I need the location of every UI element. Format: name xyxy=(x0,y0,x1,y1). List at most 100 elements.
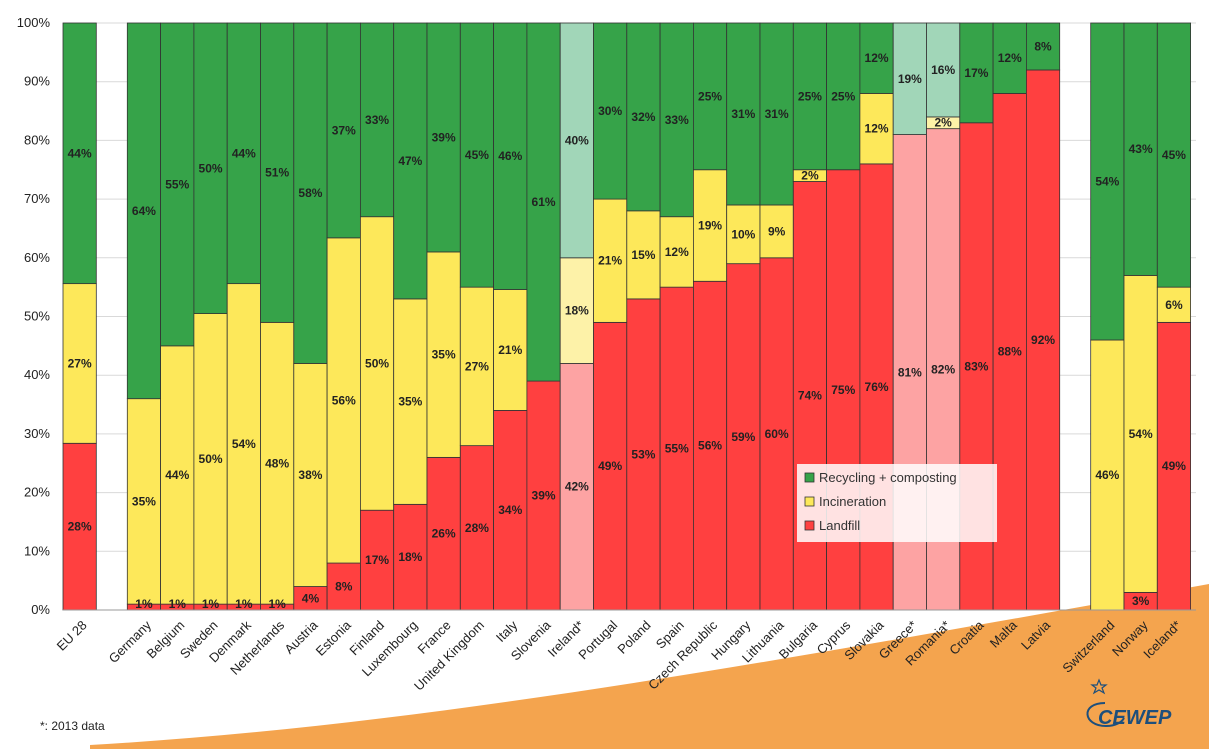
bar-value-label: 26% xyxy=(432,527,456,541)
bar-segment xyxy=(992,22,1027,94)
bar-segment xyxy=(792,22,827,171)
bar-value-label: 35% xyxy=(398,395,422,409)
bar-segment xyxy=(626,210,661,300)
bar-segment xyxy=(826,22,861,171)
y-axis: 0% 10% 20% 30% 40% 50% 60% 70% 80% 90% 100% xyxy=(17,15,1196,617)
bar-value-label: 32% xyxy=(631,110,655,124)
x-tick-label: EU 28 xyxy=(54,618,90,654)
bar-value-label: 1% xyxy=(268,597,286,611)
bar-value-label: 50% xyxy=(199,452,223,466)
bar-value-label: 64% xyxy=(132,204,156,218)
bar-segment xyxy=(926,22,961,118)
bar-segment xyxy=(659,216,694,288)
bar-segment xyxy=(726,204,761,265)
bar-segment xyxy=(426,251,461,458)
bar-segment xyxy=(393,298,428,505)
bar-segment xyxy=(1123,275,1158,593)
bar-segment xyxy=(426,456,461,611)
bar-value-label: 48% xyxy=(265,456,289,470)
bar-value-label: 3% xyxy=(1132,594,1150,608)
bar-segment xyxy=(859,93,894,165)
bar-value-label: 88% xyxy=(998,345,1022,359)
bar-segment xyxy=(393,503,428,611)
bar-value-label: 15% xyxy=(631,248,655,262)
legend-label: Incineration xyxy=(819,494,886,509)
bar-value-label: 83% xyxy=(964,359,988,373)
bar-segment xyxy=(959,22,994,124)
bar-value-label: 2% xyxy=(934,116,952,130)
bar-segment xyxy=(226,283,261,605)
bar-value-label: 74% xyxy=(798,389,822,403)
x-tick-label: Estonia xyxy=(313,617,355,659)
bar-segment xyxy=(1156,286,1192,323)
bar-value-label: 51% xyxy=(265,166,289,180)
bar-segment xyxy=(426,22,461,253)
bar-value-label: 44% xyxy=(232,146,256,160)
bar-value-label: 16% xyxy=(931,63,955,77)
footnote: *: 2013 data xyxy=(40,719,105,733)
bar-segment xyxy=(493,22,528,290)
bar-value-label: 37% xyxy=(332,123,356,137)
bar-value-label: 34% xyxy=(498,503,522,517)
bar-value-label: 61% xyxy=(532,195,556,209)
legend-swatch xyxy=(804,520,815,531)
data-labels: 28% 27% 44% 1% 35% 64% 1% 44% 55% 1% 50% 50% 1% 54% 44… xyxy=(68,39,1187,611)
y-tick-label: 70% xyxy=(24,191,50,206)
bar-value-label: 46% xyxy=(1095,468,1119,482)
y-tick-label: 100% xyxy=(17,15,51,30)
bar-value-label: 8% xyxy=(1034,39,1052,53)
bar-value-label: 12% xyxy=(865,122,889,136)
bar-segment xyxy=(1026,22,1061,71)
bar-value-label: 1% xyxy=(169,597,187,611)
bar-segment xyxy=(62,22,97,285)
bar-segment xyxy=(892,22,927,135)
bar-value-label: 4% xyxy=(302,591,320,605)
bar-value-label: 45% xyxy=(465,148,489,162)
y-tick-label: 80% xyxy=(24,132,50,147)
bar-value-label: 12% xyxy=(998,51,1022,65)
bar-value-label: 54% xyxy=(1129,427,1153,441)
legend-swatch xyxy=(804,472,815,483)
bar-segment xyxy=(193,22,228,314)
bar-segment xyxy=(759,204,794,259)
legend-label: Landfill xyxy=(819,518,860,533)
bar-segment xyxy=(693,22,728,171)
bar-value-label: 76% xyxy=(865,380,889,394)
bar-value-label: 49% xyxy=(1162,459,1186,473)
bar-value-label: 81% xyxy=(898,365,922,379)
bar-value-label: 1% xyxy=(235,597,253,611)
bar-segment xyxy=(659,22,694,218)
y-tick-label: 50% xyxy=(24,309,50,324)
y-tick-label: 10% xyxy=(24,543,50,558)
bar-value-label: 27% xyxy=(68,356,92,370)
bar-segment xyxy=(859,22,894,94)
bar-segment xyxy=(62,283,97,444)
legend-swatch xyxy=(804,496,815,507)
bar-value-label: 56% xyxy=(332,393,356,407)
bar-value-label: 33% xyxy=(665,113,689,127)
bar-value-label: 56% xyxy=(698,439,722,453)
bar-value-label: 31% xyxy=(731,107,755,121)
y-tick-label: 60% xyxy=(24,250,50,265)
bar-value-label: 1% xyxy=(135,597,153,611)
bar-value-label: 18% xyxy=(565,304,589,318)
bar-value-label: 21% xyxy=(498,343,522,357)
bar-value-label: 35% xyxy=(432,348,456,362)
bar-segment xyxy=(526,22,561,382)
bar-value-label: 54% xyxy=(232,437,256,451)
bar-value-label: 54% xyxy=(1095,174,1119,188)
bar-segment xyxy=(759,22,794,206)
bar-value-label: 19% xyxy=(698,219,722,233)
bar-value-label: 25% xyxy=(798,89,822,103)
brand-logo-text: CEWEP xyxy=(1098,707,1172,729)
bar-value-label: 44% xyxy=(68,146,92,160)
bar-value-label: 12% xyxy=(665,245,689,259)
bar-segment xyxy=(626,22,661,212)
bar-value-label: 44% xyxy=(165,468,189,482)
bar-value-label: 39% xyxy=(432,130,456,144)
bar-value-label: 53% xyxy=(631,447,655,461)
bar-value-label: 17% xyxy=(365,553,389,567)
bar-value-label: 6% xyxy=(1165,298,1183,312)
bar-segment xyxy=(1156,22,1192,288)
bar-segment xyxy=(726,22,761,206)
